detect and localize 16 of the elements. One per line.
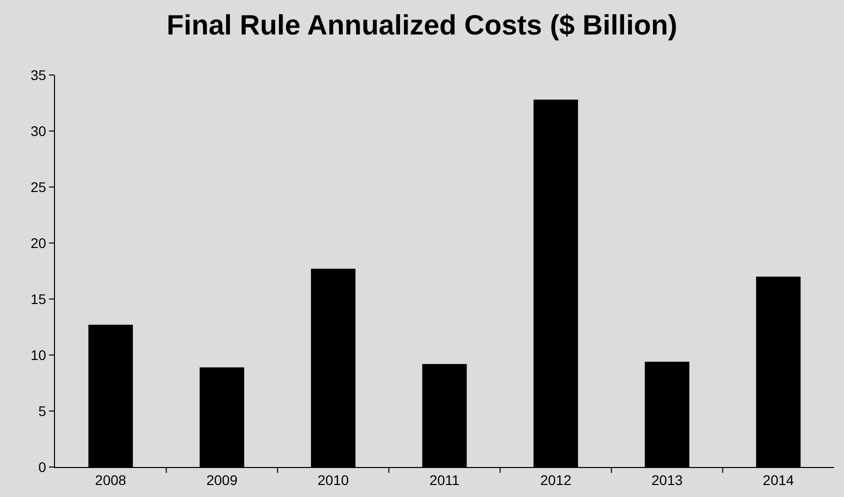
chart-title: Final Rule Annualized Costs ($ Billion) — [166, 10, 678, 41]
y-tick-label: 30 — [30, 122, 46, 139]
x-tick-label: 2009 — [206, 472, 238, 488]
y-tick-label: 15 — [30, 290, 46, 307]
x-tick-label: 2008 — [95, 472, 126, 488]
x-tick-label: 2010 — [318, 472, 349, 488]
y-tick-label: 20 — [30, 234, 46, 251]
x-tick-label: 2013 — [651, 472, 683, 488]
x-tick-label: 2014 — [762, 472, 794, 488]
x-tick-label: 2011 — [429, 472, 460, 488]
x-tick-label: 2012 — [540, 472, 572, 488]
y-tick-label: 25 — [30, 178, 46, 195]
y-tick-label: 0 — [38, 458, 46, 475]
y-tick-label: 35 — [30, 66, 46, 83]
y-tick-label: 10 — [30, 346, 46, 363]
y-tick-label: 5 — [38, 402, 46, 419]
